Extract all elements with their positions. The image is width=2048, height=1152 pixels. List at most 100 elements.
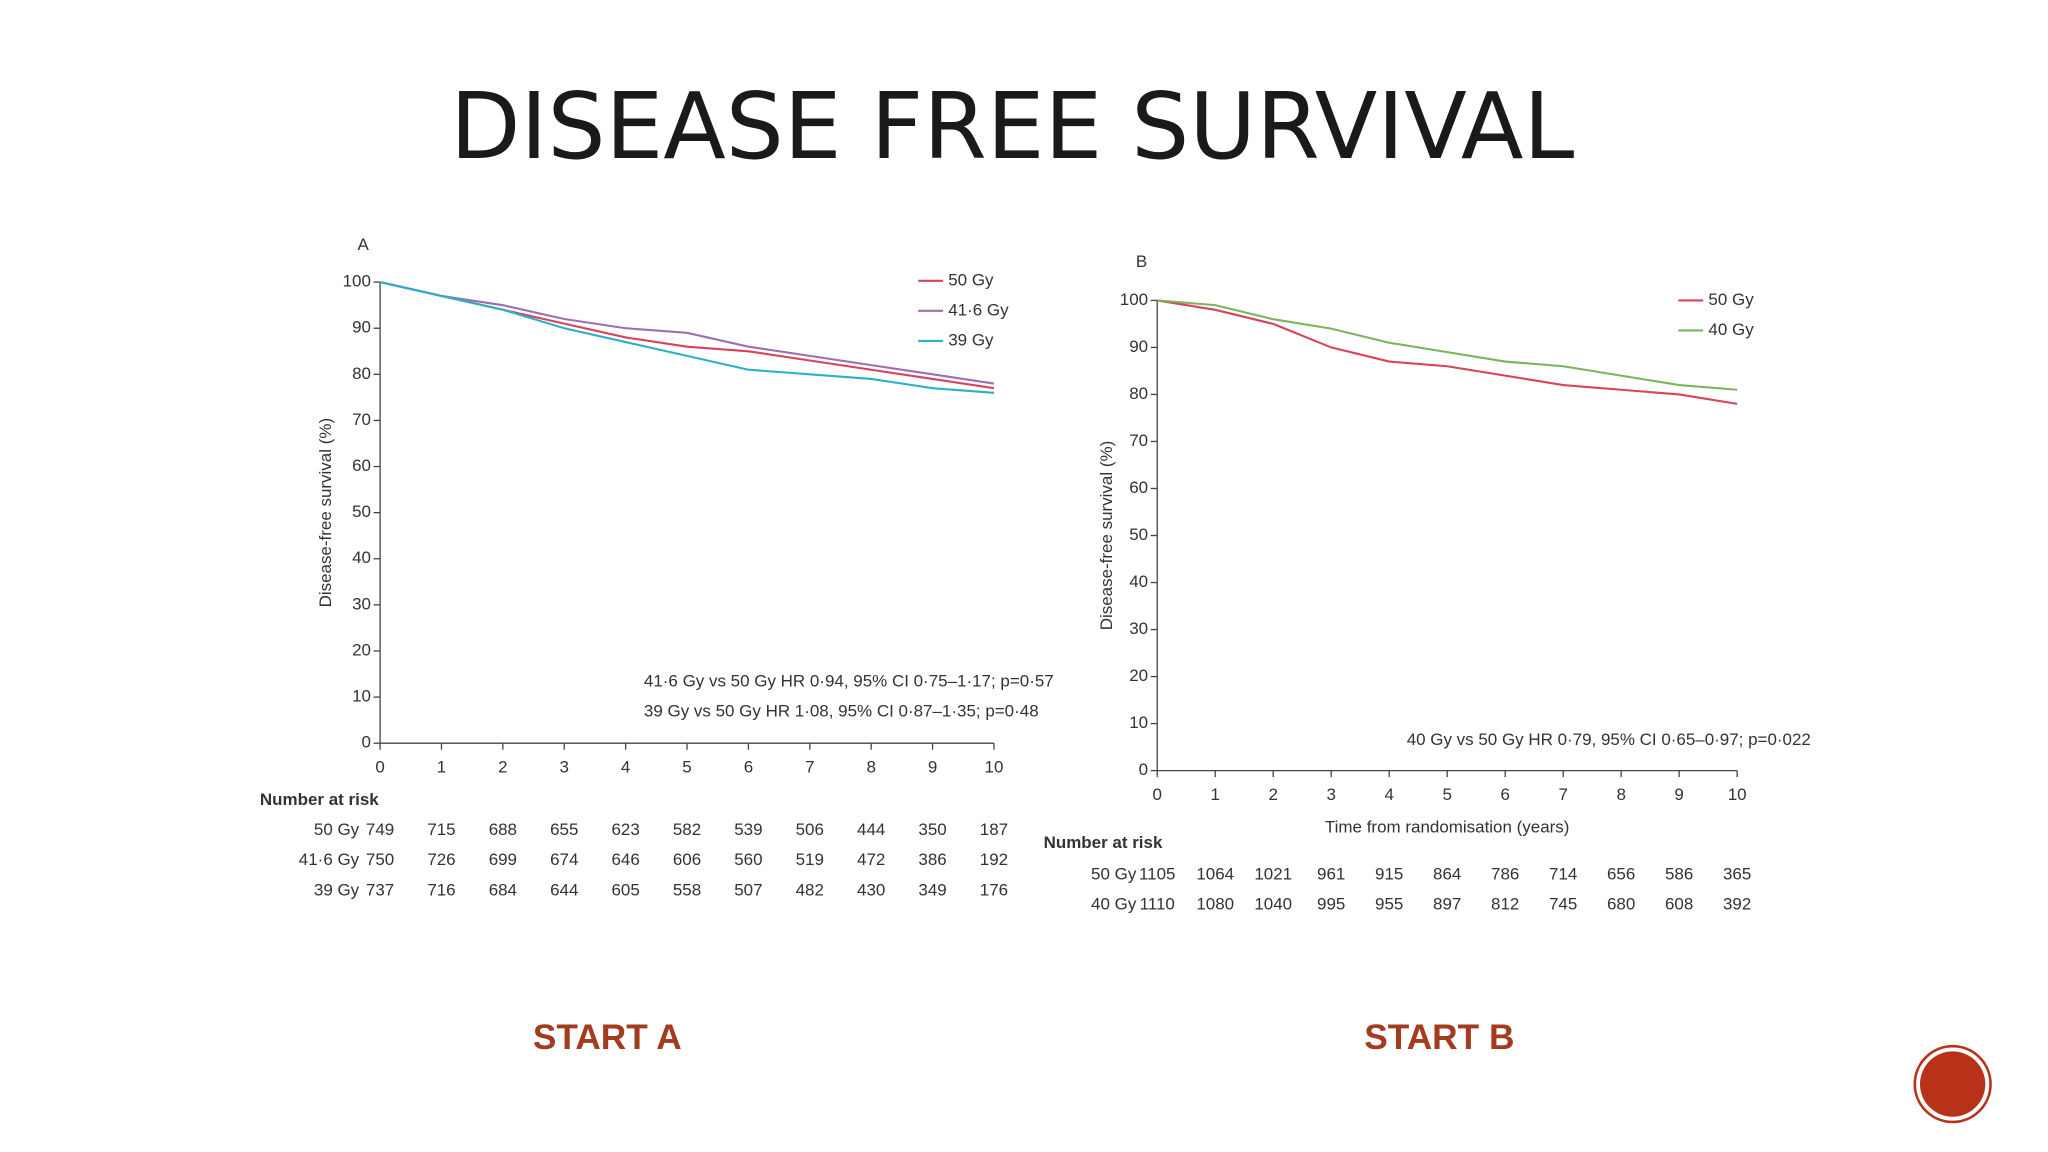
risk-value: 350 — [918, 820, 946, 839]
y-axis-label: Disease-free survival (%) — [1097, 441, 1116, 631]
risk-value: 1021 — [1254, 865, 1292, 884]
x-tick-label: 6 — [1500, 785, 1509, 804]
risk-value: 608 — [1665, 895, 1693, 914]
y-tick-label: 70 — [352, 410, 371, 429]
risk-value: 1110 — [1140, 895, 1175, 914]
risk-value: 786 — [1491, 865, 1519, 884]
risk-value: 864 — [1433, 865, 1461, 884]
y-tick-label: 0 — [1139, 760, 1148, 779]
risk-value: 684 — [489, 880, 517, 899]
legend-label: 50 Gy — [1708, 290, 1754, 309]
risk-value: 646 — [611, 850, 639, 869]
x-tick-label: 2 — [1268, 785, 1277, 804]
risk-value: 688 — [489, 820, 517, 839]
risk-value: 714 — [1549, 865, 1577, 884]
x-tick-label: 3 — [1326, 785, 1335, 804]
risk-value: 623 — [611, 820, 639, 839]
y-tick-label: 30 — [1129, 619, 1148, 638]
x-tick-label: 10 — [1728, 785, 1747, 804]
risk-row-label: 50 Gy — [314, 820, 360, 839]
legend-label: 41·6 Gy — [948, 300, 1009, 319]
y-tick-label: 20 — [1129, 666, 1148, 685]
panel-label: A — [357, 235, 369, 254]
risk-value: 1040 — [1254, 895, 1292, 914]
risk-value: 506 — [796, 820, 824, 839]
risk-value: 472 — [857, 850, 885, 869]
risk-value: 430 — [857, 880, 885, 899]
risk-value: 392 — [1723, 895, 1751, 914]
x-tick-label: 2 — [498, 757, 507, 776]
y-tick-label: 100 — [1120, 290, 1148, 309]
survival-line — [1157, 299, 1738, 405]
risk-value: 955 — [1375, 895, 1403, 914]
risk-value: 582 — [673, 820, 701, 839]
risk-value: 644 — [550, 880, 578, 899]
x-tick-label: 3 — [560, 757, 569, 776]
x-tick-label: 8 — [1616, 785, 1625, 804]
x-tick-label: 7 — [1558, 785, 1567, 804]
nav-button-fill — [1920, 1051, 1986, 1117]
risk-value: 507 — [734, 880, 762, 899]
risk-value: 812 — [1491, 895, 1519, 914]
caption: START A — [533, 1018, 682, 1057]
risk-value: 482 — [796, 880, 824, 899]
risk-value: 386 — [918, 850, 946, 869]
x-tick-label: 6 — [744, 757, 753, 776]
survival-line — [379, 281, 995, 394]
risk-value: 674 — [550, 850, 578, 869]
annotation: 41·6 Gy vs 50 Gy HR 0·94, 95% CI 0·75–1·… — [644, 671, 1054, 690]
x-tick-label: 5 — [1442, 785, 1451, 804]
slide-title: DISEASE FREE SURVIVAL — [450, 73, 1574, 180]
risk-row-label: 50 Gy — [1091, 865, 1137, 884]
legend-label: 50 Gy — [948, 270, 994, 289]
risk-value: 897 — [1433, 895, 1461, 914]
risk-table-title: Number at risk — [1044, 833, 1163, 852]
y-tick-label: 60 — [352, 456, 371, 475]
risk-value: 655 — [550, 820, 578, 839]
y-tick-label: 90 — [1129, 337, 1148, 356]
risk-row-label: 40 Gy — [1091, 895, 1137, 914]
x-tick-label: 0 — [1153, 785, 1162, 804]
risk-value: 519 — [796, 850, 824, 869]
x-tick-label: 7 — [805, 757, 814, 776]
risk-value: 192 — [980, 850, 1008, 869]
risk-value: 349 — [918, 880, 946, 899]
y-tick-label: 70 — [1129, 431, 1148, 450]
x-axis-label: Time from randomisation (years) — [1325, 818, 1570, 837]
y-tick-label: 50 — [1129, 525, 1148, 544]
risk-value: 699 — [489, 850, 517, 869]
y-tick-label: 0 — [362, 733, 371, 752]
survival-line — [1157, 299, 1738, 391]
caption: START B — [1364, 1018, 1514, 1057]
x-tick-label: 4 — [1384, 785, 1393, 804]
risk-value: 716 — [427, 880, 455, 899]
y-tick-label: 40 — [1129, 572, 1148, 591]
risk-value: 558 — [673, 880, 701, 899]
y-tick-label: 30 — [352, 594, 371, 613]
risk-value: 915 — [1375, 865, 1403, 884]
risk-value: 750 — [366, 850, 394, 869]
risk-value: 726 — [427, 850, 455, 869]
risk-row-label: 41·6 Gy — [299, 850, 360, 869]
x-tick-label: 0 — [375, 757, 384, 776]
legend-label: 39 Gy — [948, 330, 994, 349]
y-tick-label: 100 — [343, 272, 371, 291]
risk-value: 737 — [366, 880, 394, 899]
risk-row-label: 39 Gy — [314, 880, 360, 899]
risk-value: 586 — [1665, 865, 1693, 884]
risk-value: 749 — [366, 820, 394, 839]
risk-value: 1105 — [1139, 865, 1176, 884]
risk-value: 176 — [980, 880, 1008, 899]
x-tick-label: 9 — [928, 757, 937, 776]
y-tick-label: 50 — [352, 502, 371, 521]
risk-value: 605 — [611, 880, 639, 899]
risk-table-title: Number at risk — [260, 790, 379, 809]
legend-label: 40 Gy — [1708, 320, 1754, 339]
risk-value: 1064 — [1196, 865, 1234, 884]
x-tick-label: 10 — [985, 757, 1004, 776]
x-tick-label: 4 — [621, 757, 630, 776]
y-tick-label: 60 — [1129, 478, 1148, 497]
y-axis-label: Disease-free survival (%) — [316, 418, 335, 608]
x-tick-label: 5 — [682, 757, 691, 776]
